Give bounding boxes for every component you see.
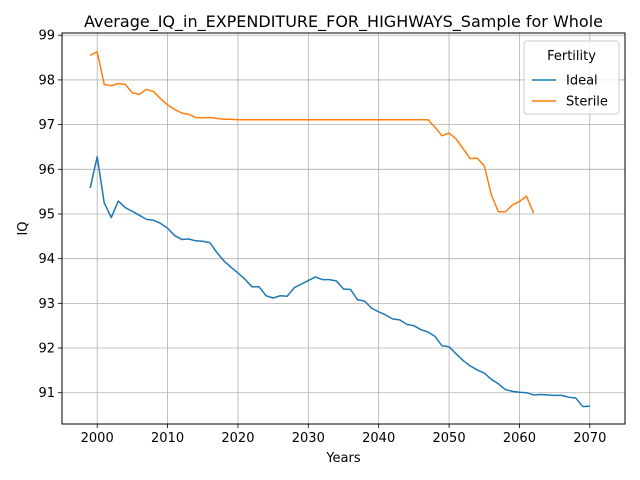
x-tick-label: 2020 xyxy=(221,431,254,446)
x-axis-label: Years xyxy=(325,451,361,466)
x-tick-label: 2060 xyxy=(503,431,536,446)
y-tick-label: 95 xyxy=(38,207,55,222)
series-line-ideal xyxy=(89,156,590,408)
x-tick-label: 2010 xyxy=(151,431,184,446)
y-axis-ticks: 91 92 93 94 95 96 97 98 99 xyxy=(38,29,62,401)
series-lines xyxy=(89,51,590,408)
legend-label-ideal: Ideal xyxy=(566,74,598,89)
x-tick-label: 2050 xyxy=(433,431,466,446)
legend-items: Ideal Sterile xyxy=(532,74,608,110)
y-tick-label: 91 xyxy=(38,386,55,401)
y-tick-label: 99 xyxy=(38,29,55,44)
plot-area-frame xyxy=(61,32,626,425)
legend-label-sterile: Sterile xyxy=(566,95,608,110)
y-tick-label: 93 xyxy=(38,297,55,312)
legend: Fertility Ideal Sterile xyxy=(523,40,620,115)
x-tick-label: 2030 xyxy=(292,431,325,446)
chart-title: Average_IQ_in_EXPENDITURE_FOR_HIGHWAYS_S… xyxy=(84,12,603,32)
y-tick-label: 97 xyxy=(38,118,55,133)
y-tick-label: 94 xyxy=(38,252,55,267)
x-tick-label: 2000 xyxy=(81,431,114,446)
y-tick-label: 98 xyxy=(38,73,55,88)
y-tick-label: 92 xyxy=(38,342,55,357)
legend-title: Fertility xyxy=(547,49,596,64)
y-axis-label: IQ xyxy=(16,221,31,235)
x-tick-label: 2070 xyxy=(573,431,606,446)
y-tick-label: 96 xyxy=(38,163,55,178)
series-line-sterile xyxy=(89,51,535,214)
legend-frame xyxy=(523,40,620,115)
x-axis-ticks: 2000 2010 2020 2030 2040 2050 2060 2070 xyxy=(81,424,606,446)
x-tick-label: 2040 xyxy=(362,431,395,446)
